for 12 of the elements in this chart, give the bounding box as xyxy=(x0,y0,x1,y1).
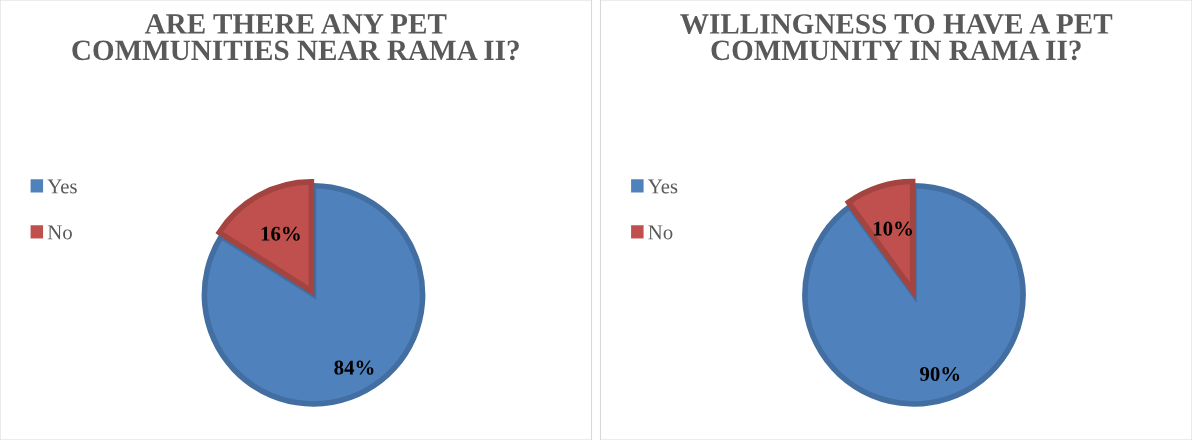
data-label: 16% xyxy=(261,226,300,241)
chart-title: WILLINGNESS TO HAVE A PET COMMUNITY IN RAMA II? xyxy=(680,14,1113,61)
pie-slice xyxy=(216,179,315,294)
data-label: 90% xyxy=(920,366,960,382)
data-label: 84% xyxy=(334,360,374,375)
data-label: 10% xyxy=(873,221,912,236)
chart-title: ARE THERE ANY PET COMMUNITIES NEAR RAMA II? xyxy=(72,14,519,61)
legend-label: Yes xyxy=(47,179,77,194)
pie-slice xyxy=(201,182,426,407)
legend-label: Yes xyxy=(647,179,678,194)
legend-label: No xyxy=(47,225,72,240)
legend-label: No xyxy=(648,225,673,240)
